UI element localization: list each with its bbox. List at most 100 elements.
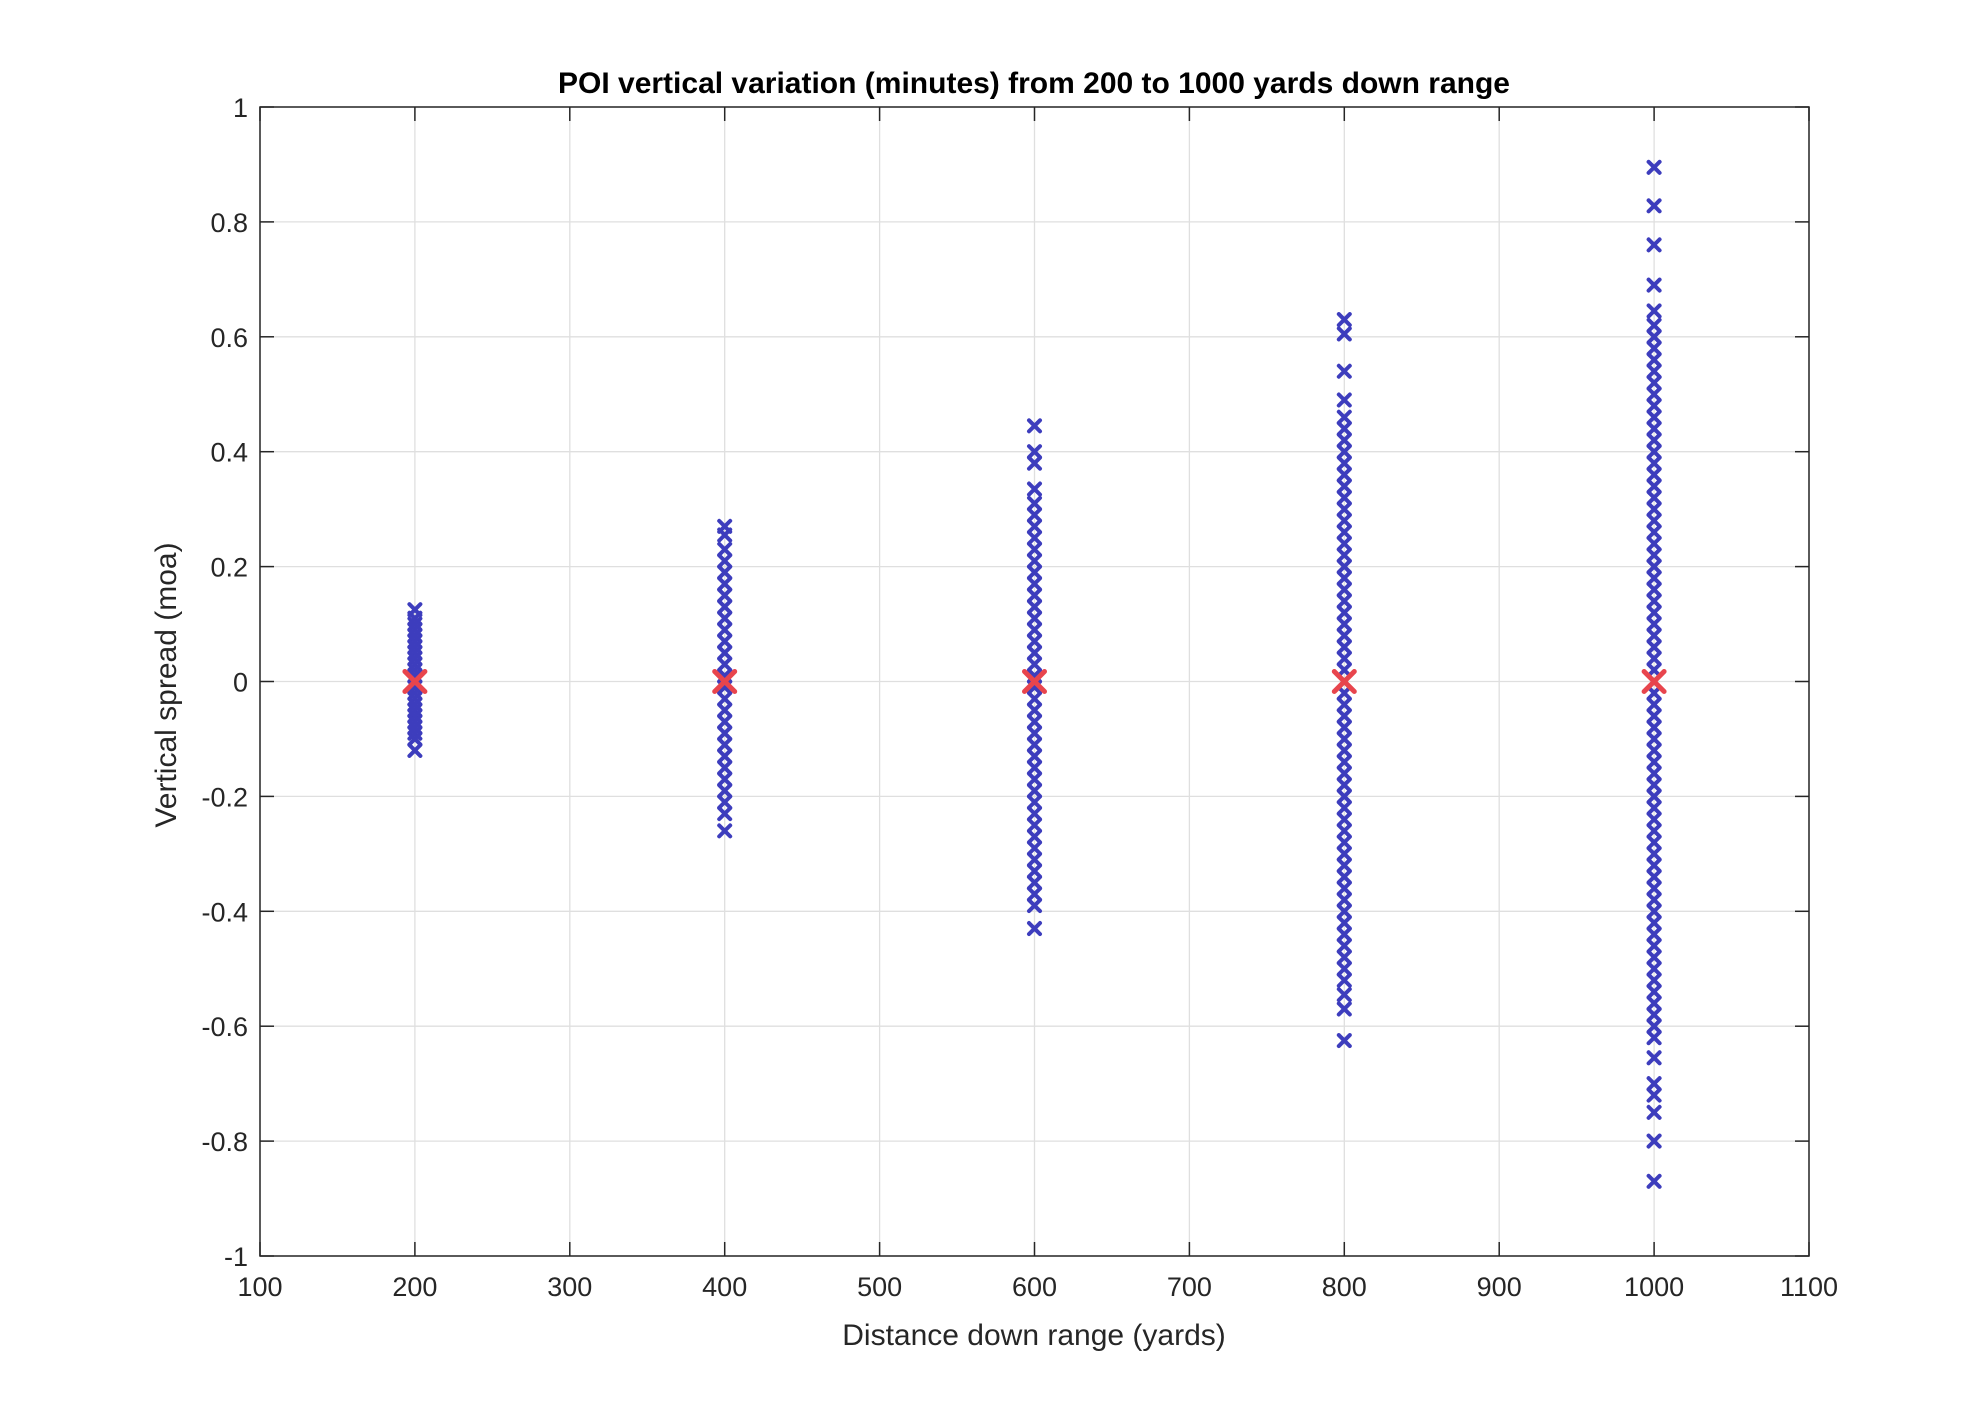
x-tick-label: 400 bbox=[702, 1272, 747, 1302]
shot-marker bbox=[1336, 559, 1352, 575]
shot-marker bbox=[1027, 564, 1042, 580]
shot-marker bbox=[1027, 576, 1042, 592]
shot-marker bbox=[1646, 639, 1662, 655]
shot-marker bbox=[1027, 852, 1042, 868]
shot-marker bbox=[1336, 915, 1352, 931]
shot-marker bbox=[1646, 696, 1662, 712]
shot-marker bbox=[1027, 481, 1042, 497]
shot-marker bbox=[1646, 857, 1662, 873]
chart-title: POI vertical variation (minutes) from 20… bbox=[558, 67, 1510, 100]
shot-marker bbox=[717, 564, 733, 580]
y-tick-label: 0.6 bbox=[210, 323, 248, 353]
shot-marker bbox=[1646, 1030, 1662, 1046]
y-tick-label: 0.2 bbox=[210, 553, 248, 583]
shot-marker bbox=[1646, 432, 1662, 448]
shot-marker bbox=[1646, 938, 1662, 954]
shot-marker bbox=[1027, 455, 1042, 471]
shot-marker bbox=[1336, 754, 1352, 770]
shot-marker bbox=[1027, 656, 1042, 672]
shot-marker bbox=[1646, 1104, 1662, 1120]
y-tick-label: -0.6 bbox=[201, 1012, 248, 1042]
y-tick-label: -1 bbox=[224, 1242, 248, 1272]
shot-marker bbox=[1336, 765, 1352, 781]
shot-marker bbox=[1646, 949, 1662, 965]
shot-marker bbox=[1646, 628, 1662, 644]
shot-marker bbox=[1336, 846, 1352, 862]
shot-marker bbox=[1336, 1033, 1352, 1049]
shot-marker bbox=[717, 823, 733, 839]
shot-marker bbox=[1646, 444, 1662, 460]
shot-marker bbox=[1336, 501, 1352, 517]
shot-marker bbox=[717, 691, 733, 707]
shot-marker bbox=[1336, 834, 1352, 850]
shot-marker bbox=[407, 731, 423, 747]
shot-marker bbox=[1336, 616, 1352, 632]
shot-marker bbox=[1027, 633, 1042, 649]
shot-marker bbox=[717, 576, 733, 592]
shot-marker bbox=[1646, 1050, 1662, 1066]
shot-marker bbox=[1646, 593, 1662, 609]
shot-marker bbox=[1336, 892, 1352, 908]
shot-marker bbox=[1027, 875, 1042, 891]
shot-marker bbox=[1646, 1007, 1662, 1023]
shot-marker bbox=[1336, 987, 1352, 1003]
x-tick-label: 1000 bbox=[1624, 1272, 1684, 1302]
shot-marker bbox=[1336, 869, 1352, 885]
shot-marker bbox=[1336, 582, 1352, 598]
shot-marker bbox=[1646, 961, 1662, 977]
shot-marker bbox=[1336, 478, 1352, 494]
x-tick-label: 1100 bbox=[1780, 1272, 1838, 1302]
shot-marker bbox=[1336, 938, 1352, 954]
shot-marker bbox=[1646, 765, 1662, 781]
shot-marker bbox=[1336, 639, 1352, 655]
shot-marker bbox=[1336, 392, 1352, 408]
shot-marker bbox=[1027, 507, 1042, 523]
shot-marker bbox=[717, 783, 733, 799]
shot-marker bbox=[1336, 880, 1352, 896]
shot-marker bbox=[1646, 478, 1662, 494]
shot-marker bbox=[1646, 777, 1662, 793]
mean-marker bbox=[402, 669, 428, 694]
shot-marker bbox=[407, 742, 423, 758]
shot-marker bbox=[1646, 892, 1662, 908]
shot-marker bbox=[1336, 570, 1352, 586]
shot-marker bbox=[1336, 662, 1352, 678]
shot-marker bbox=[1646, 421, 1662, 437]
shot-marker bbox=[1027, 714, 1042, 730]
shot-marker bbox=[1027, 829, 1042, 845]
data-points bbox=[402, 159, 1667, 1189]
x-tick-label: 600 bbox=[1012, 1272, 1057, 1302]
shot-marker bbox=[1336, 926, 1352, 942]
shot-marker bbox=[1027, 921, 1042, 937]
shot-marker bbox=[1646, 159, 1662, 175]
shot-marker bbox=[1336, 811, 1352, 827]
shot-marker bbox=[717, 541, 733, 557]
shot-marker bbox=[1336, 363, 1352, 379]
shot-marker bbox=[1027, 587, 1042, 603]
shot-marker bbox=[1646, 559, 1662, 575]
shot-marker bbox=[1027, 806, 1042, 822]
shot-marker bbox=[1646, 984, 1662, 1000]
shot-marker bbox=[717, 622, 733, 638]
shot-marker bbox=[717, 553, 733, 569]
shot-marker bbox=[1336, 651, 1352, 667]
shot-marker bbox=[1646, 524, 1662, 540]
shot-marker bbox=[1646, 409, 1662, 425]
y-tick-label: 1 bbox=[233, 93, 248, 123]
shot-marker bbox=[1646, 605, 1662, 621]
x-axis-label: Distance down range (yards) bbox=[842, 1319, 1226, 1352]
x-axis-ticks: 100 200 300 400 500 600 700 800 900 1000 1100 bbox=[237, 107, 1838, 1302]
shot-marker bbox=[1027, 863, 1042, 879]
y-tick-label: 0.4 bbox=[210, 438, 248, 468]
shot-marker bbox=[1646, 317, 1662, 333]
mean-marker bbox=[712, 669, 738, 694]
shot-marker bbox=[1646, 547, 1662, 563]
shot-marker bbox=[1027, 530, 1042, 546]
shot-marker bbox=[1336, 1001, 1352, 1017]
shot-marker bbox=[1336, 788, 1352, 804]
shot-marker bbox=[1336, 628, 1352, 644]
shot-marker bbox=[1027, 541, 1042, 557]
shot-marker bbox=[717, 806, 733, 822]
shot-marker bbox=[1646, 398, 1662, 414]
shot-marker bbox=[1646, 731, 1662, 747]
